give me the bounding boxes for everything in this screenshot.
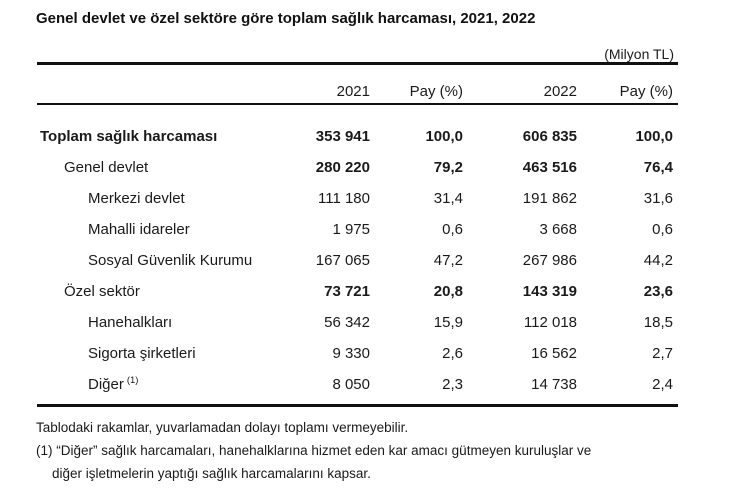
cell-value-2022: 143 319 [522, 283, 577, 300]
cell-share-2021: 47,2 [433, 252, 463, 269]
table-body: Toplam sağlık harcaması 353 941 100,0 60… [37, 105, 678, 404]
row-label-text: Merkezi devlet [88, 190, 185, 207]
row-label-text: Genel devlet [64, 159, 149, 176]
cell-value-2021: 111 180 [318, 190, 370, 207]
row-label: Mahalli idareler [37, 221, 267, 238]
page-title: Genel devlet ve özel sektöre göre toplam… [36, 10, 536, 27]
cell-value-2021: 1 975 [332, 221, 370, 238]
table-row: Genel devlet 280 220 79,2 463 516 76,4 [37, 152, 678, 183]
unit-label: (Milyon TL) [604, 46, 674, 62]
cell-value-2021: 56 342 [324, 314, 370, 331]
cell-value-2022: 463 516 [522, 159, 577, 176]
row-label-text: Toplam sağlık harcaması [40, 128, 218, 145]
footnotes: Tablodaki rakamlar, yuvarlamadan dolayı … [36, 420, 747, 482]
cell-share-2021: 20,8 [433, 283, 463, 300]
table-header-row: 2021 Pay (%) 2022 Pay (%) [37, 65, 678, 103]
cell-value-2022: 14 738 [531, 376, 577, 393]
cell-value-2021: 8 050 [332, 376, 370, 393]
cell-value-2021: 9 330 [332, 345, 370, 362]
row-label-text: Hanehalkları [88, 314, 173, 331]
cell-share-2022: 100,0 [635, 128, 673, 145]
row-label-text: Diğer [88, 376, 124, 393]
row-label: Sosyal Güvenlik Kurumu [37, 252, 267, 269]
footnote-1-line-2: diğer işletmelerin yaptığı sağlık harcam… [52, 466, 371, 481]
row-label: Genel devlet [37, 159, 267, 176]
footnote-1-line-1: (1) “Diğer” sağlık harcamaları, hanehalk… [36, 443, 592, 458]
cell-share-2021: 15,9 [433, 314, 463, 331]
cell-share-2022: 23,6 [643, 283, 673, 300]
column-header-pay-2021: Pay (%) [409, 83, 463, 100]
cell-value-2021: 167 065 [315, 252, 370, 269]
cell-value-2022: 16 562 [531, 345, 577, 362]
cell-value-2022: 267 986 [522, 252, 577, 269]
column-header-pay-2022: Pay (%) [619, 83, 673, 100]
cell-share-2021: 79,2 [433, 159, 463, 176]
table-row: Diğer (1) 8 050 2,3 14 738 2,4 [37, 369, 678, 400]
cell-share-2021: 2,6 [442, 345, 463, 362]
table-header: 2021 Pay (%) 2022 Pay (%) [37, 65, 678, 105]
table-row: Mahalli idareler 1 975 0,6 3 668 0,6 [37, 214, 678, 245]
cell-share-2021: 0,6 [442, 221, 463, 238]
row-label: Toplam sağlık harcaması [37, 128, 267, 145]
row-label: Özel sektör [37, 283, 267, 300]
footnote-rounding: Tablodaki rakamlar, yuvarlamadan dolayı … [36, 420, 409, 435]
health-expenditure-table: 2021 Pay (%) 2022 Pay (%) Toplam sağlık … [37, 62, 678, 407]
row-label-text: Özel sektör [64, 283, 140, 300]
cell-value-2022: 3 668 [539, 221, 577, 238]
cell-share-2022: 2,7 [652, 345, 673, 362]
cell-value-2021: 280 220 [315, 159, 370, 176]
cell-value-2022: 606 835 [522, 128, 577, 145]
cell-share-2021: 2,3 [442, 376, 463, 393]
cell-share-2021: 100,0 [425, 128, 463, 145]
row-label-text: Mahalli idareler [88, 221, 190, 238]
cell-value-2021: 73 721 [324, 283, 370, 300]
column-header-empty [37, 100, 267, 103]
row-label-text: Sigorta şirketleri [88, 345, 196, 362]
row-footnote-marker: (1) [126, 375, 139, 386]
cell-share-2021: 31,4 [433, 190, 463, 207]
cell-share-2022: 18,5 [643, 314, 673, 331]
table-row: Sigorta şirketleri 9 330 2,6 16 562 2,7 [37, 338, 678, 369]
table-row: Hanehalkları 56 342 15,9 112 018 18,5 [37, 307, 678, 338]
cell-share-2022: 0,6 [652, 221, 673, 238]
row-label: Hanehalkları [37, 314, 267, 331]
cell-share-2022: 44,2 [643, 252, 673, 269]
column-header-2021: 2021 [336, 83, 370, 100]
cell-share-2022: 31,6 [643, 190, 673, 207]
row-label: Merkezi devlet [37, 190, 267, 207]
cell-value-2022: 191 862 [522, 190, 577, 207]
table-row: Toplam sağlık harcaması 353 941 100,0 60… [37, 121, 678, 152]
table-row: Özel sektör 73 721 20,8 143 319 23,6 [37, 276, 678, 307]
row-label: Sigorta şirketleri [37, 345, 267, 362]
row-label-text: Sosyal Güvenlik Kurumu [88, 252, 253, 269]
cell-value-2022: 112 018 [523, 314, 577, 331]
row-label: Diğer (1) [37, 376, 267, 393]
cell-share-2022: 76,4 [643, 159, 673, 176]
cell-value-2021: 353 941 [315, 128, 370, 145]
table-row: Merkezi devlet 111 180 31,4 191 862 31,6 [37, 183, 678, 214]
column-header-2022: 2022 [543, 83, 577, 100]
cell-share-2022: 2,4 [652, 376, 673, 393]
table-row: Sosyal Güvenlik Kurumu 167 065 47,2 267 … [37, 245, 678, 276]
